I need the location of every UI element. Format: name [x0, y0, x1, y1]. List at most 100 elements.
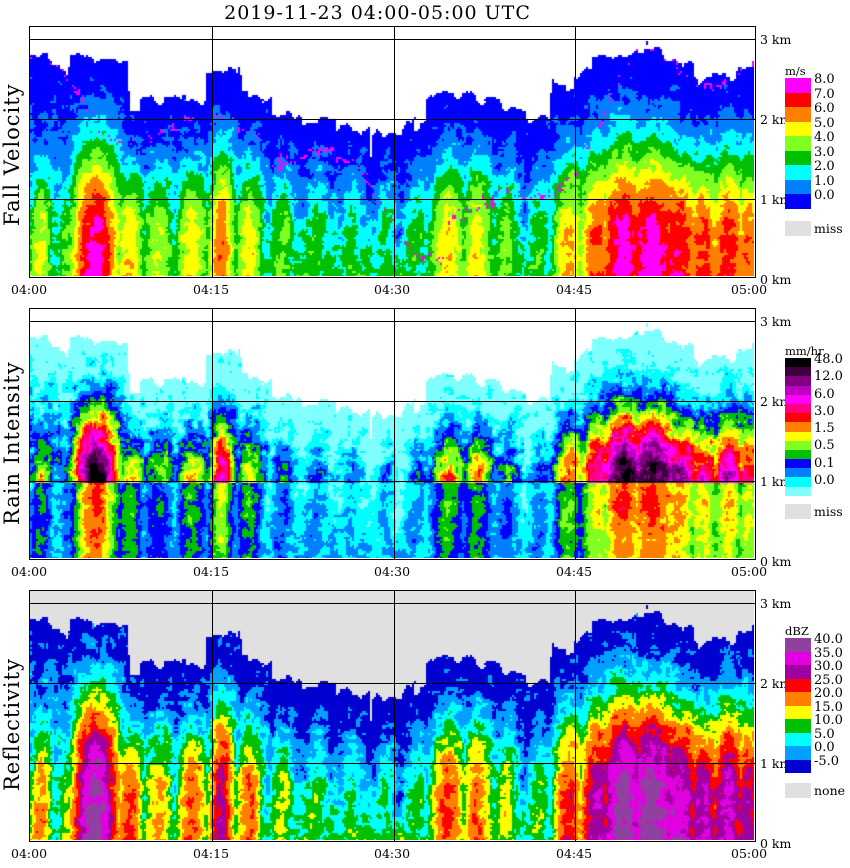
xtick-0500-p2: 05:00	[731, 846, 768, 861]
colorbar-swatch	[785, 422, 811, 432]
colorbar-swatch	[785, 367, 811, 377]
colorbar-swatch	[785, 678, 811, 692]
ytick-0km-p0: 0 km	[760, 272, 792, 287]
colorbar-level-label: 0.0	[814, 740, 835, 755]
colorbar-swatches-fall-velocity	[785, 78, 811, 209]
colorbar-swatch	[785, 394, 811, 404]
panel-label-rain-intensity: Rain Intensity	[0, 361, 24, 525]
xtick-0400-p0: 04:00	[11, 282, 48, 297]
xtick-0400-p1: 04:00	[11, 564, 48, 579]
colorbar-level-label: 5.0	[814, 116, 835, 131]
colorbar-level-label: 0.1	[814, 456, 835, 471]
colorbar-swatch	[785, 692, 811, 706]
colorbar-swatch	[785, 385, 811, 395]
colorbar-swatch	[785, 121, 811, 136]
colorbar-level-label: 3.0	[814, 145, 835, 160]
colorbar-missing-label: miss	[814, 504, 843, 519]
colorbar-swatch	[785, 759, 811, 773]
xtick-0415-p0: 04:15	[193, 282, 230, 297]
ytick-1km-p2: 1 km	[760, 756, 792, 771]
colorbar-swatch	[785, 486, 811, 496]
xtick-0400-p2: 04:00	[11, 846, 48, 861]
plot-reflectivity[interactable]	[29, 590, 756, 842]
colorbar-level-label: 25.0	[814, 673, 843, 688]
colorbar-swatch	[785, 107, 811, 122]
colorbar-missing-swatch	[785, 504, 811, 519]
colorbar-swatch	[785, 459, 811, 469]
colorbar-swatch	[785, 413, 811, 423]
colorbar-level-label: 6.0	[814, 387, 835, 402]
colorbar-swatch	[785, 92, 811, 107]
colorbar-level-label: 30.0	[814, 659, 843, 674]
panel-label-fall-velocity: Fall Velocity	[0, 83, 24, 227]
page-title: 2019-11-23 04:00-05:00 UTC	[224, 2, 531, 24]
colorbar-swatch	[785, 440, 811, 450]
colorbar-swatch	[785, 705, 811, 719]
colorbar-swatches-rain-intensity	[785, 358, 811, 496]
ytick-0km-p2: 0 km	[760, 836, 792, 851]
colorbar-level-label: 4.0	[814, 130, 835, 145]
colorbar-swatch	[785, 78, 811, 93]
panel-label-reflectivity: Reflectivity	[0, 658, 24, 792]
xtick-0500-p0: 05:00	[731, 282, 768, 297]
xtick-0415-p1: 04:15	[193, 564, 230, 579]
xtick-0430-p1: 04:30	[374, 564, 411, 579]
ytick-3km-p0: 3 km	[760, 32, 792, 47]
colorbar-level-label: 0.5	[814, 438, 835, 453]
xtick-0415-p2: 04:15	[193, 846, 230, 861]
colorbar-level-label: 1.5	[814, 421, 835, 436]
colorbar-level-label: -5.0	[814, 754, 840, 769]
ytick-3km-p2: 3 km	[760, 596, 792, 611]
colorbar-swatch	[785, 165, 811, 180]
colorbar-swatch	[785, 468, 811, 478]
colorbar-swatch	[785, 651, 811, 665]
colorbar-level-label: 10.0	[814, 713, 843, 728]
colorbar-level-label: 5.0	[814, 727, 835, 742]
colorbar-swatch	[785, 665, 811, 679]
colorbar-level-label: 0.0	[814, 473, 835, 488]
colorbar-missing-swatch	[785, 220, 811, 236]
colorbar-level-label: 3.0	[814, 404, 835, 419]
colorbar-swatch	[785, 719, 811, 733]
ytick-2km-p0: 2 km	[760, 112, 792, 127]
colorbar-level-label: 0.0	[814, 188, 835, 203]
colorbar-level-label: 1.0	[814, 174, 835, 189]
xtick-0500-p1: 05:00	[731, 564, 768, 579]
colorbar-level-label: 8.0	[814, 72, 835, 87]
ytick-1km-p1: 1 km	[760, 474, 792, 489]
colorbar-level-label: 6.0	[814, 101, 835, 116]
colorbar-level-label: 40.0	[814, 632, 843, 647]
colorbar-swatch	[785, 358, 811, 368]
colorbar-units-reflectivity: dBZ	[785, 624, 809, 638]
ytick-1km-p0: 1 km	[760, 192, 792, 207]
colorbar-swatches-reflectivity	[785, 638, 811, 773]
plot-rain-intensity[interactable]	[29, 308, 756, 560]
colorbar-level-label: 48.0	[814, 352, 843, 367]
xtick-0430-p2: 04:30	[374, 846, 411, 861]
ytick-2km-p2: 2 km	[760, 676, 792, 691]
colorbar-level-label: 35.0	[814, 646, 843, 661]
xtick-0430-p0: 04:30	[374, 282, 411, 297]
colorbar-swatch	[785, 179, 811, 194]
colorbar-level-label: 20.0	[814, 686, 843, 701]
colorbar-level-label: 2.0	[814, 159, 835, 174]
xtick-0445-p1: 04:45	[556, 564, 593, 579]
ytick-3km-p1: 3 km	[760, 314, 792, 329]
colorbar-units-fall-velocity: m/s	[785, 64, 806, 78]
ytick-2km-p1: 2 km	[760, 394, 792, 409]
colorbar-missing-label: none	[814, 783, 846, 798]
colorbar-level-label: 7.0	[814, 87, 835, 102]
colorbar-swatch	[785, 136, 811, 151]
colorbar-swatch	[785, 638, 811, 652]
colorbar-swatch	[785, 376, 811, 386]
colorbar-missing-label: miss	[814, 220, 843, 236]
colorbar-level-label: 12.0	[814, 369, 843, 384]
colorbar-level-label: 15.0	[814, 700, 843, 715]
xtick-0445-p0: 04:45	[556, 282, 593, 297]
colorbar-swatch	[785, 194, 811, 209]
xtick-0445-p2: 04:45	[556, 846, 593, 861]
colorbar-swatch	[785, 732, 811, 746]
colorbar-units-rain-intensity: mm/hr	[785, 344, 824, 358]
colorbar-swatch	[785, 403, 811, 414]
plot-fall-velocity[interactable]	[29, 26, 756, 278]
